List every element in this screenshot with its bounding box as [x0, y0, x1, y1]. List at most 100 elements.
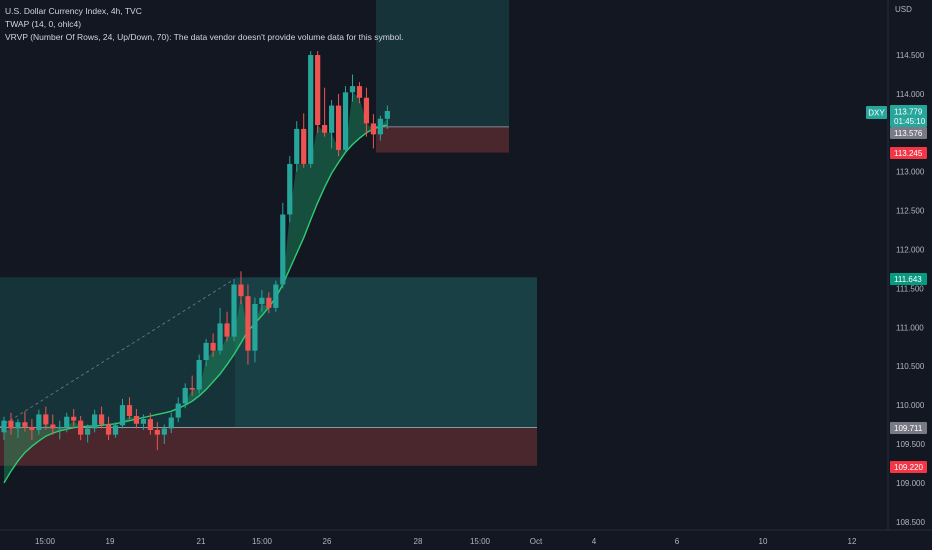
candle-body: [342, 92, 349, 150]
position-path-line: [0, 280, 233, 428]
price-axis[interactable]: 114.500114.000113.500113.000112.500112.0…: [896, 51, 925, 527]
candle-body: [301, 128, 307, 164]
candle: [22, 411, 28, 432]
candle: [210, 333, 216, 357]
candle: [71, 408, 77, 429]
candle-body: [245, 296, 251, 351]
symbol-tag: DXY: [866, 106, 887, 119]
candle-body: [384, 111, 390, 119]
candle: [287, 156, 293, 223]
candle: [50, 414, 56, 435]
candle: [370, 114, 377, 149]
price-tag-text: 109.711: [894, 424, 923, 433]
candle: [154, 422, 160, 451]
vrvp-legend[interactable]: VRVP (Number Of Rows, 24, Up/Down, 70): …: [5, 32, 404, 42]
candlestick-series: [1, 51, 390, 451]
candle-body: [315, 55, 321, 126]
time-tick-label: 26: [323, 537, 332, 546]
price-tag-text: 113.576: [894, 129, 923, 138]
position-realised-zone: [235, 277, 537, 428]
time-tick-label: 28: [414, 537, 423, 546]
candle: [322, 87, 328, 137]
candle-body: [85, 428, 91, 435]
candle-body: [252, 303, 258, 351]
time-tick-label: 10: [759, 537, 768, 546]
candle-body: [377, 118, 383, 135]
price-tags: DXY 113.77901:45:10113.576113.245111.6431…: [866, 105, 927, 473]
currency-label[interactable]: USD: [895, 5, 912, 14]
candle-body: [98, 414, 105, 425]
candle-body: [196, 359, 202, 390]
candle-body: [287, 163, 293, 215]
candle: [252, 297, 258, 363]
candle: [349, 74, 356, 102]
position-loss-zone[interactable]: [376, 126, 509, 153]
candle: [203, 338, 209, 367]
candle-body: [105, 424, 112, 435]
candle-body: [259, 297, 265, 304]
candle-body: [133, 415, 140, 424]
candle: [224, 311, 230, 342]
time-tick-label: 15:00: [252, 537, 273, 546]
candle: [238, 271, 244, 304]
candle: [85, 424, 91, 443]
position-tools[interactable]: [0, 0, 537, 466]
candle: [301, 113, 307, 168]
candle: [36, 409, 42, 435]
price-tag: 113.576: [890, 127, 927, 139]
candle: [280, 202, 286, 289]
time-tick-label: Oct: [530, 537, 543, 546]
price-tag: 109.711: [890, 422, 927, 434]
candle: [64, 412, 70, 433]
candle-body: [294, 128, 300, 164]
candle-body: [203, 342, 209, 360]
position-profit-zone[interactable]: [376, 0, 509, 127]
candle-body: [112, 425, 119, 435]
candle: [15, 419, 21, 438]
countdown-text: 01:45:10: [894, 117, 926, 126]
candle-body: [57, 426, 63, 429]
candle-body: [119, 405, 126, 426]
time-tick-label: 21: [197, 537, 206, 546]
candle: [92, 409, 98, 433]
time-tick-label: 19: [106, 537, 115, 546]
candle-body: [1, 420, 7, 433]
candle-body: [43, 414, 49, 425]
candle-body: [363, 97, 370, 124]
candle: [245, 284, 251, 365]
candle: [308, 51, 314, 168]
symbol-title[interactable]: U.S. Dollar Currency Index, 4h, TVC: [5, 6, 142, 16]
candle: [182, 383, 188, 409]
last-price-text: 113.779: [894, 108, 923, 117]
time-tick-label: 12: [848, 537, 857, 546]
price-tick-label: 108.500: [896, 518, 925, 527]
candle-body: [238, 284, 244, 297]
candle-body: [280, 214, 286, 285]
candle-body: [140, 419, 146, 424]
time-tick-label: 4: [592, 537, 597, 546]
twap-legend[interactable]: TWAP (14, 0, ohlc4): [5, 19, 82, 29]
candle: [266, 292, 272, 314]
candle: [140, 414, 146, 430]
time-axis[interactable]: 15:00 19 21 15:00 26 28 15:00 Oct 4 6 10 12: [35, 537, 857, 546]
candle: [98, 406, 105, 429]
candle-body: [147, 419, 153, 430]
candle: [119, 398, 126, 429]
price-tick-label: 114.500: [896, 51, 925, 60]
candle-body: [210, 342, 216, 351]
candle-body: [217, 323, 223, 351]
candle-body: [349, 86, 356, 93]
candle-body: [308, 55, 314, 164]
candle: [43, 406, 49, 430]
candle-body: [322, 125, 328, 133]
candle: [328, 100, 335, 149]
candle-body: [36, 414, 42, 430]
candle: [231, 279, 237, 342]
time-tick-label: 6: [675, 537, 680, 546]
price-tick-label: 110.500: [896, 362, 925, 371]
candle-body: [182, 387, 188, 404]
candle: [168, 412, 174, 434]
candle-body: [168, 417, 174, 429]
candle-body: [126, 405, 133, 416]
